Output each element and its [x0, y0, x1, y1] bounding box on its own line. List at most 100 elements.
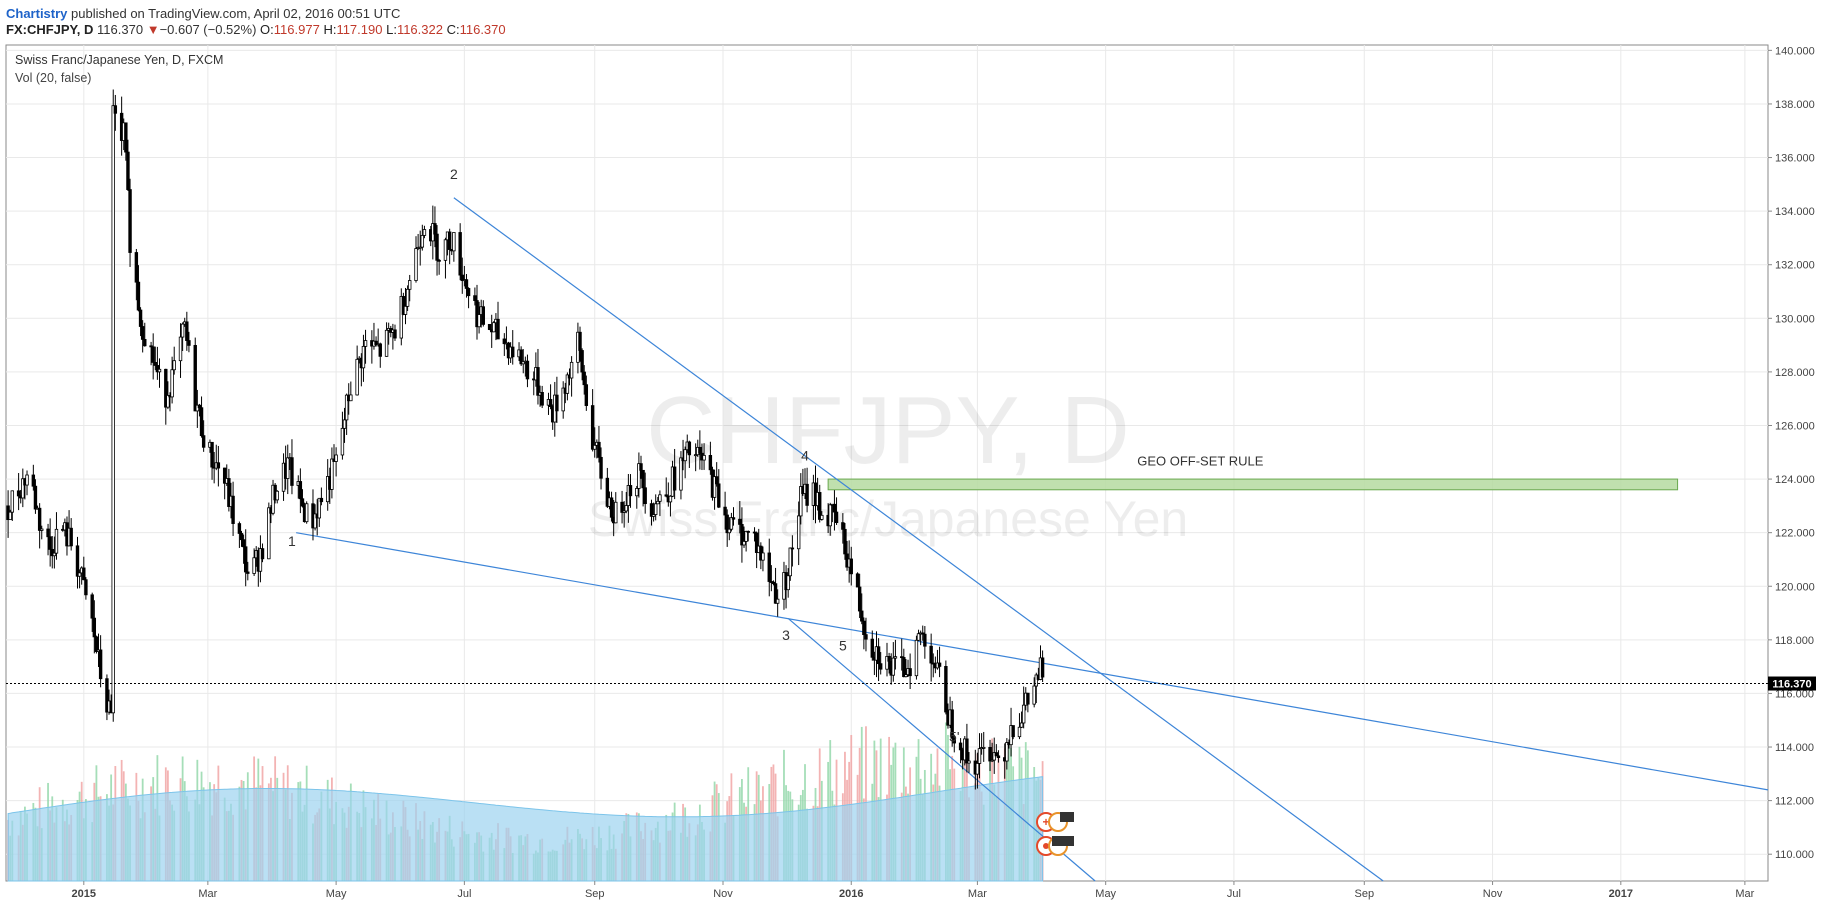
candle-body [687, 441, 692, 456]
candle-body [521, 361, 525, 365]
geo-offset-zone [827, 478, 1679, 491]
price-axis[interactable]: 110.000 112.000 114.000 116.000 118.000 120.0… [1768, 45, 1815, 861]
candle-body [170, 369, 174, 398]
candle-body [52, 552, 57, 557]
candle-body [180, 323, 185, 338]
candle-body [990, 759, 994, 762]
volume-indicator-label[interactable]: Vol (20, false) [15, 71, 91, 85]
y-tick-label: 140.000 [1775, 45, 1815, 57]
candle-body [668, 495, 673, 503]
candle-body [790, 547, 795, 550]
candle-body [300, 498, 305, 507]
candle-body [128, 189, 132, 253]
candle-body [729, 517, 734, 530]
candle-body [433, 223, 437, 235]
plot-area[interactable] [5, 44, 1769, 882]
author-link[interactable]: Chartistry [6, 6, 68, 21]
candle-body [702, 455, 706, 461]
candle-body [290, 457, 294, 486]
candle-body [378, 343, 382, 357]
candle-body [82, 567, 86, 581]
candle-body [841, 522, 845, 530]
candle-body [172, 360, 176, 371]
x-tick-label: 2015 [72, 888, 96, 900]
candle-body [540, 392, 544, 406]
candle-body [994, 752, 999, 757]
candle-body [134, 252, 139, 283]
candle-body [843, 528, 847, 555]
y-tick-label: 130.000 [1775, 313, 1815, 325]
candle-body [536, 367, 540, 396]
candle-body [658, 494, 662, 502]
candle-body [584, 384, 589, 406]
candle-body [982, 746, 986, 749]
candle-body [475, 300, 479, 328]
candle-body [138, 309, 143, 327]
candle-body [637, 463, 641, 489]
candle-body [723, 506, 727, 516]
candle-body [771, 581, 776, 585]
candle-body [855, 573, 860, 588]
y-tick-label: 118.000 [1775, 635, 1814, 647]
candle-body [92, 617, 97, 638]
candle-body [885, 656, 889, 670]
y-tick-label: 114.000 [1775, 742, 1814, 754]
candle-body [519, 349, 523, 365]
candle-body [275, 490, 279, 501]
candle-body [334, 454, 338, 462]
y-tick-label: 132.000 [1775, 260, 1815, 272]
annotations-layer: 1 2 3 4 5 5' GEO OFF-SET RULE [288, 166, 1264, 745]
candle-body [435, 233, 439, 261]
time-axis[interactable]: 2015 Mar May Jul Sep Nov 2016 Mar May Jul Sep Nov 20… [72, 881, 1755, 900]
candle-body [582, 371, 586, 386]
candle-body [683, 449, 687, 462]
candle-body [952, 737, 956, 744]
candle-body [443, 239, 448, 261]
candle-body [481, 306, 485, 325]
y-tick-label: 124.000 [1775, 474, 1815, 486]
wave-label: 1 [288, 533, 296, 549]
candle-body [788, 547, 792, 577]
candle-body [124, 122, 128, 153]
candle-body [140, 326, 145, 340]
candle-body [31, 474, 36, 487]
candle-body [1026, 692, 1030, 705]
candle-body [193, 345, 197, 412]
candle-body [672, 466, 677, 491]
symbol-label: FX:CHFJPY, D [6, 22, 94, 37]
y-tick-label: 116.000 [1775, 688, 1814, 700]
candle-body [679, 457, 683, 491]
candle-body [25, 474, 29, 486]
candle-body [313, 513, 317, 529]
candle-body [698, 446, 702, 454]
candle-body [992, 752, 996, 761]
candle-body [21, 478, 25, 499]
candle-body [98, 649, 103, 680]
candle-body [437, 259, 441, 262]
candle-body [401, 296, 406, 315]
down-arrow-icon: ▼ [146, 22, 160, 37]
candle-body [286, 457, 290, 479]
candle-body [620, 501, 624, 513]
candle-body [908, 668, 912, 677]
candle-body [656, 500, 660, 505]
candle-body [185, 321, 189, 341]
candle-body [210, 441, 214, 468]
candle-body [857, 586, 862, 612]
zones-layer [827, 478, 1679, 491]
candle-body [464, 279, 469, 289]
low-value: 116.322 [396, 22, 443, 37]
candle-body [418, 246, 422, 249]
watermark-name: Swiss Franc/Japanese Yen [588, 491, 1188, 547]
candle-body [775, 598, 780, 604]
candle-body [916, 633, 921, 641]
candle-body [773, 583, 778, 604]
wave-label: 5' [949, 729, 959, 745]
trendline [453, 197, 1384, 882]
candle-body [717, 483, 721, 508]
candle-body [458, 232, 462, 276]
candle-body [622, 510, 626, 513]
candle-body [590, 405, 595, 450]
candle-body [834, 511, 839, 524]
